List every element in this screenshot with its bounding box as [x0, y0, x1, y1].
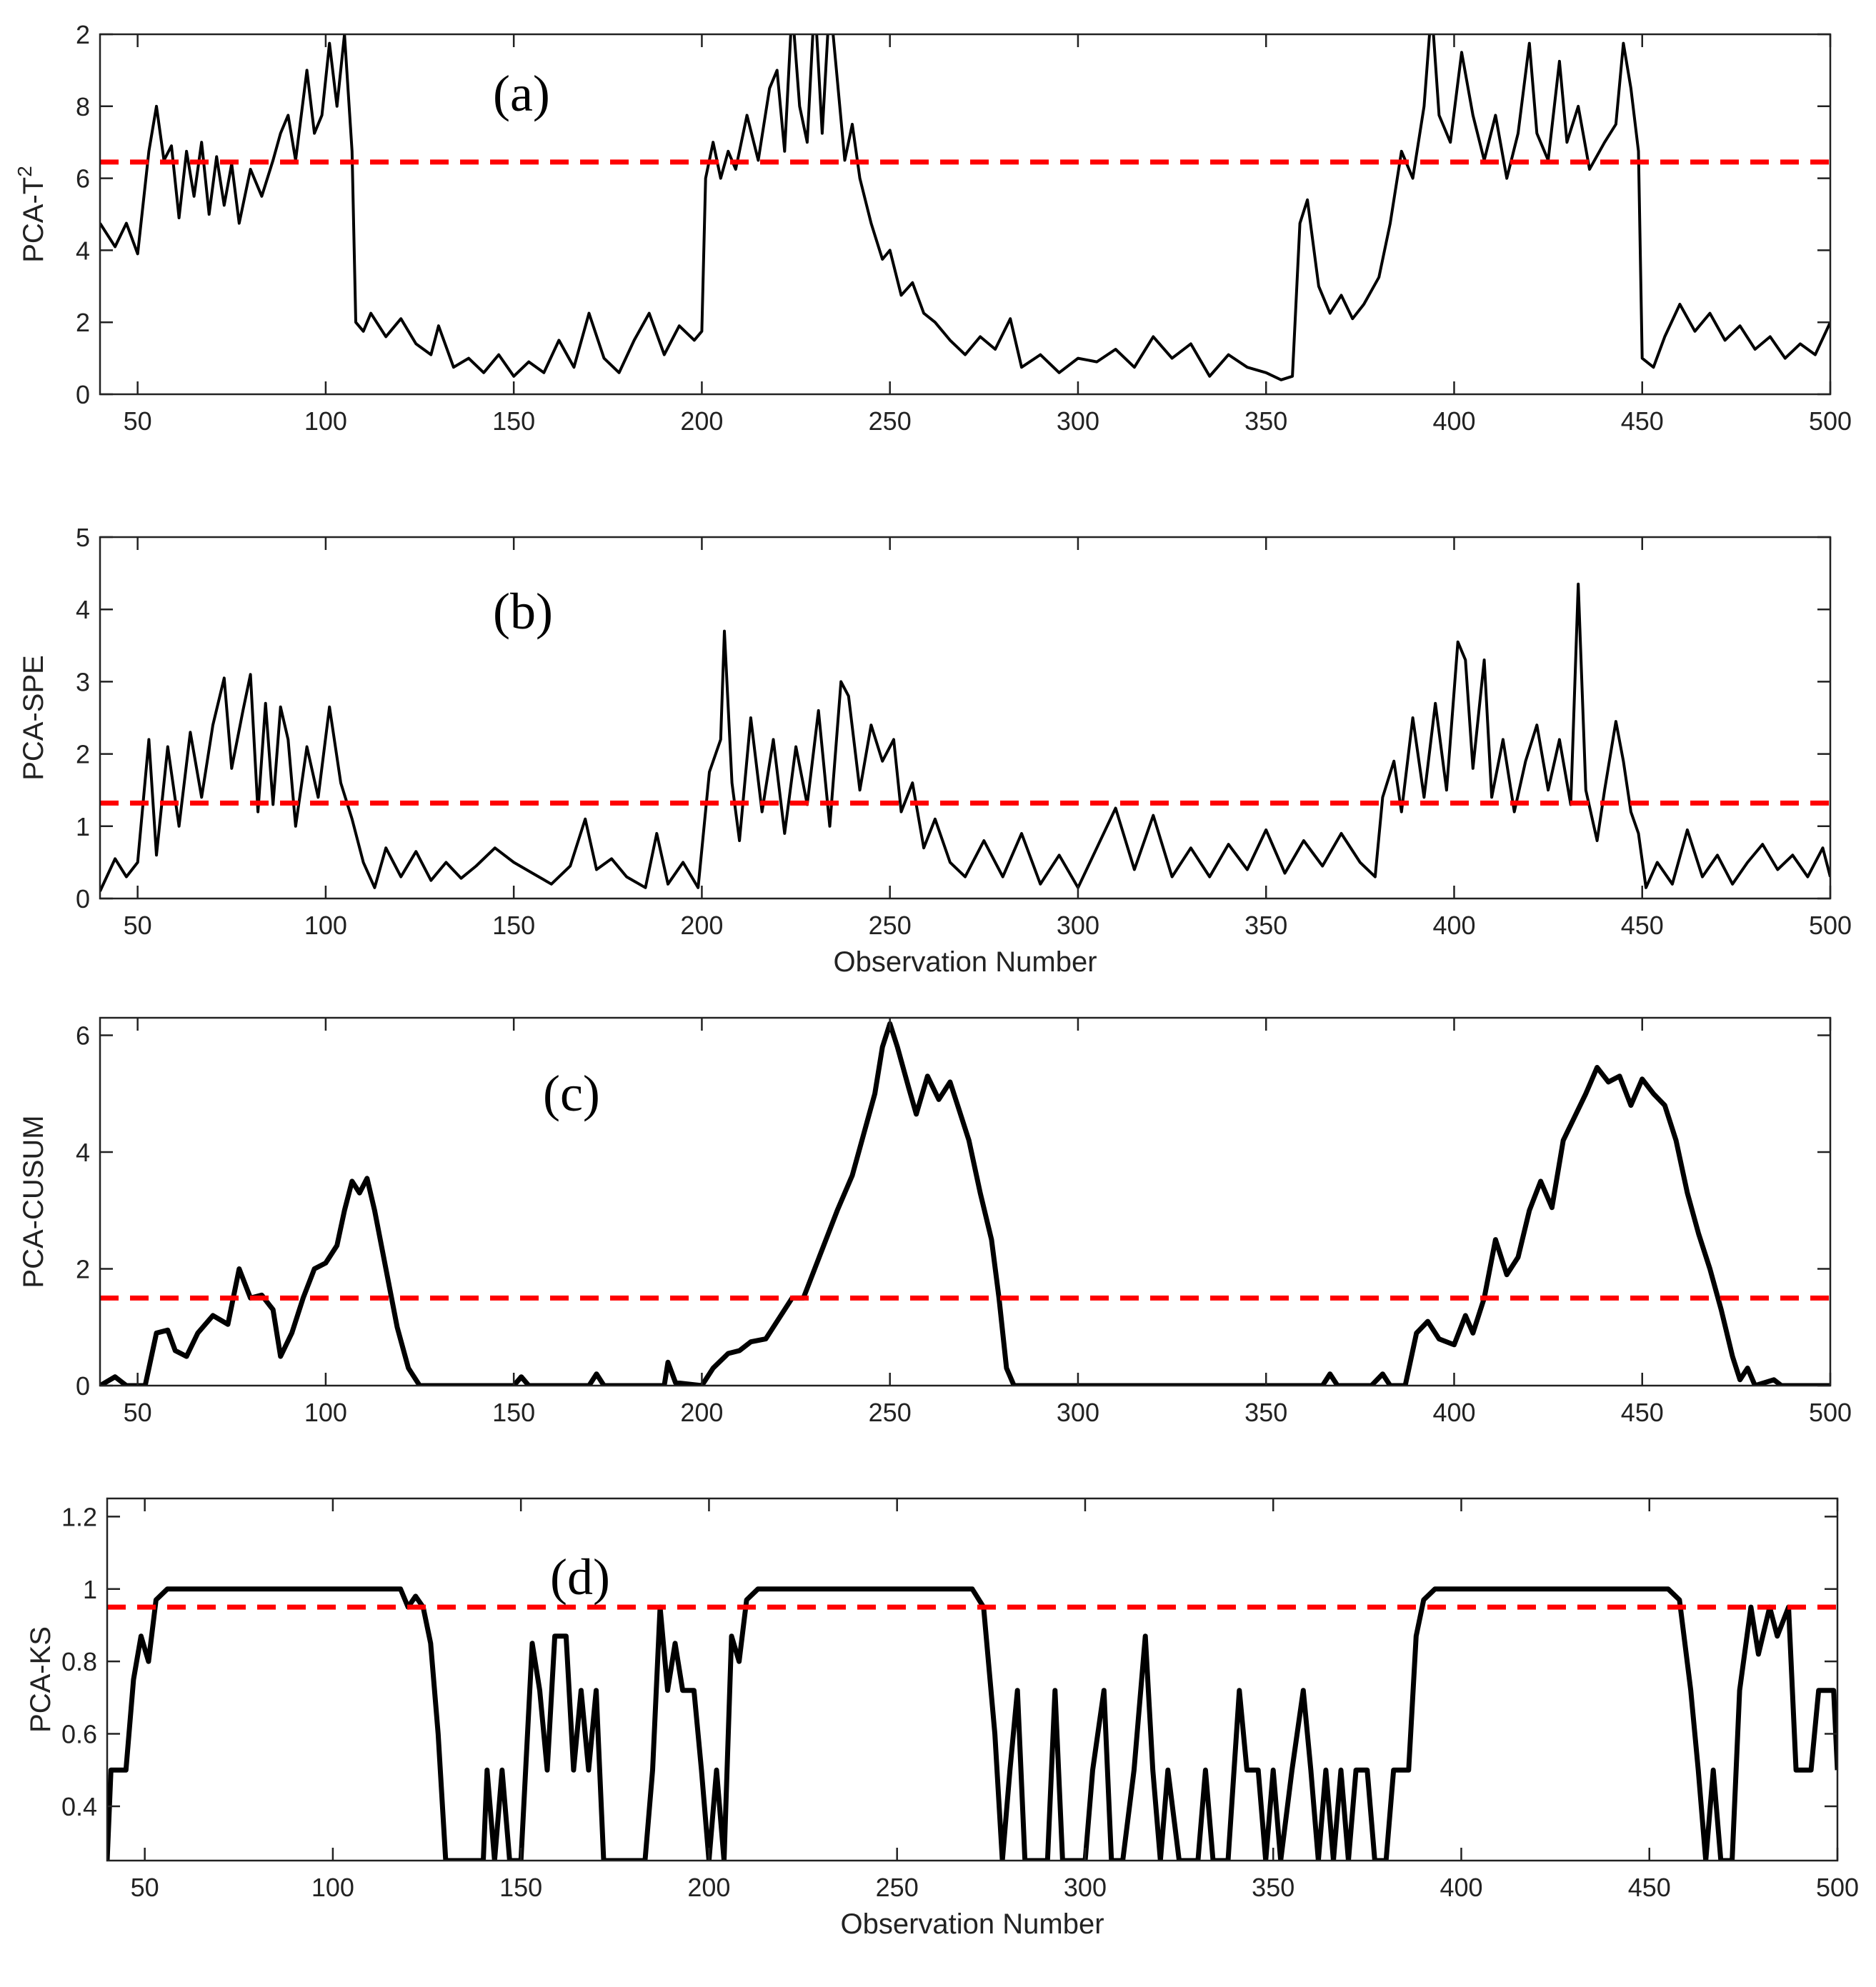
y-tick-label: 1	[83, 1575, 97, 1604]
x-tick-label: 250	[869, 911, 912, 940]
y-tick-label: 0	[76, 884, 90, 914]
x-axis-label: Observation Number	[833, 946, 1097, 978]
y-tick-label: 2	[76, 740, 90, 769]
panel-d: 50 100 150 200 250 300 350 400 450 500 0.4 0.6 0.8 1 1…	[25, 1497, 1859, 1940]
x-tick-label: 200	[680, 406, 723, 436]
panel-b: 50 100 150 200 250 300 350 400 450 500 0 1 2 3 4 5 PCA-S…	[18, 523, 1852, 978]
x-tick-label: 100	[304, 911, 347, 940]
x-tick-label: 400	[1440, 1873, 1482, 1902]
x-tick-label: 200	[680, 1398, 723, 1427]
panel-a: 50 100 150 200 250 300 350 400 450 500 0 2 4 6 8 2 PCA-T…	[14, 20, 1852, 436]
x-tick-label: 100	[304, 1398, 347, 1427]
y-axis-label: PCA-CUSUM	[18, 1115, 49, 1288]
x-tick-label: 400	[1432, 1398, 1475, 1427]
x-tick-label: 100	[304, 406, 347, 436]
y-tick-label: 3	[76, 667, 90, 696]
x-tick-label: 50	[124, 911, 152, 940]
x-tick-label: 300	[1057, 1398, 1099, 1427]
y-tick-label: 1	[76, 812, 90, 841]
x-tick-label: 400	[1432, 911, 1475, 940]
x-tick-label: 450	[1621, 1398, 1664, 1427]
panel-c: 50 100 150 200 250 300 350 400 450 500 0 2 4 6 PCA-CUS…	[18, 1016, 1852, 1427]
y-axis-label: PCA-SPE	[18, 655, 49, 781]
y-tick-label: 1.2	[61, 1502, 97, 1531]
y-tick-label: 0	[76, 380, 90, 409]
x-tick-label: 200	[687, 1873, 730, 1902]
x-tick-label: 500	[1809, 1398, 1852, 1427]
y-tick-label: 6	[76, 164, 90, 194]
series-line-a-0	[100, 34, 1830, 381]
plot-frame-d	[106, 1497, 1839, 1862]
series-line-c-0	[100, 1021, 1830, 1386]
x-tick-label: 50	[124, 406, 152, 436]
x-tick-label: 100	[311, 1873, 354, 1902]
x-tick-label: 50	[124, 1398, 152, 1427]
y-tick-label: 4	[76, 1138, 90, 1167]
x-tick-label: 150	[492, 406, 535, 436]
x-tick-label: 500	[1816, 1873, 1859, 1902]
x-tick-label: 250	[869, 1398, 912, 1427]
x-tick-label: 50	[131, 1873, 159, 1902]
x-tick-label: 150	[492, 911, 535, 940]
plot-frame-c	[99, 1016, 1832, 1387]
x-tick-label: 350	[1252, 1873, 1294, 1902]
y-tick-label: 0.6	[61, 1720, 97, 1749]
x-tick-label: 350	[1244, 406, 1287, 436]
x-tick-label: 200	[680, 911, 723, 940]
y-tick-label: 4	[76, 595, 90, 624]
y-tick-label: 2	[76, 1255, 90, 1284]
y-tick-label: 6	[76, 1021, 90, 1051]
plot-frame-b	[99, 536, 1832, 900]
panel-label: (a)	[493, 65, 550, 122]
x-tick-label: 450	[1628, 1873, 1671, 1902]
panel-label: (d)	[550, 1548, 610, 1606]
y-tick-label: 2	[76, 308, 90, 337]
series-line-b-0	[100, 582, 1830, 892]
x-tick-label: 450	[1621, 406, 1664, 436]
y-axis-label: PCA-KS	[25, 1626, 56, 1733]
x-tick-label: 300	[1057, 406, 1099, 436]
x-tick-label: 250	[876, 1873, 919, 1902]
x-tick-label: 450	[1621, 911, 1664, 940]
x-tick-label: 300	[1057, 911, 1099, 940]
y-tick-label: 0	[76, 1371, 90, 1401]
series-line-d-0	[107, 1586, 1837, 1861]
y-tick-label: 0.4	[61, 1792, 97, 1821]
x-tick-label: 150	[499, 1873, 542, 1902]
plot-frame-a	[99, 33, 1832, 396]
x-tick-label: 500	[1809, 406, 1852, 436]
x-tick-label: 300	[1064, 1873, 1107, 1902]
panel-label: (c)	[543, 1065, 600, 1122]
y-tick-label: 5	[76, 523, 90, 552]
y-tick-label: 0.8	[61, 1647, 97, 1676]
y-axis-label: PCA-T2	[14, 166, 49, 263]
x-tick-label: 500	[1809, 911, 1852, 940]
panel-label: (b)	[493, 583, 553, 640]
y-tick-label: 4	[76, 236, 90, 265]
x-tick-label: 350	[1244, 911, 1287, 940]
x-axis-label: Observation Number	[840, 1908, 1104, 1940]
x-tick-label: 400	[1432, 406, 1475, 436]
y-tick-label: 2	[76, 20, 90, 49]
x-tick-label: 250	[869, 406, 912, 436]
x-tick-label: 150	[492, 1398, 535, 1427]
y-tick-label: 8	[76, 92, 90, 121]
x-tick-label: 350	[1244, 1398, 1287, 1427]
